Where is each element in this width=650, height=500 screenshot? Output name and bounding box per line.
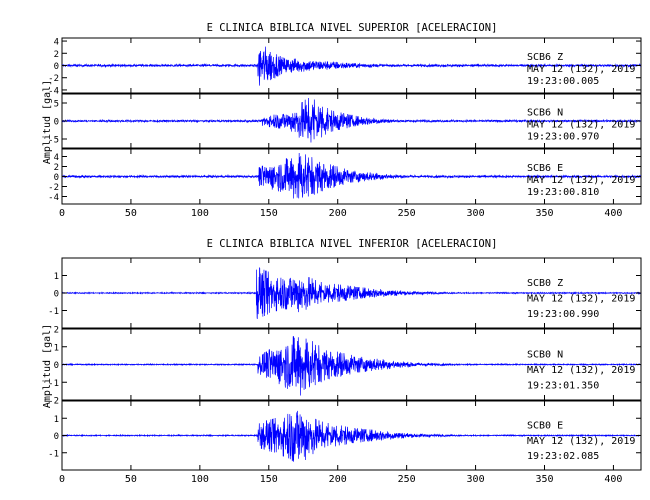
- x-tick-label: 250: [398, 474, 416, 485]
- y-tick-label: -1: [48, 307, 59, 317]
- record-date-label: MAY 12 (132), 2019: [527, 119, 635, 130]
- station-channel-label: SCB0 E: [527, 421, 563, 432]
- seismogram-panel: -2 -1 0 1 2 SCB0 N MAY 12 (132), 2019 19:23:01.…: [48, 326, 642, 407]
- y-tick-label: 0: [54, 118, 59, 128]
- x-tick-label: 200: [329, 474, 347, 485]
- y-tick-label: -1: [48, 379, 59, 389]
- y-tick-label: -5: [48, 136, 59, 146]
- x-tick-label: 400: [604, 208, 622, 219]
- y-tick-label: 0: [54, 290, 59, 300]
- x-tick-label: 300: [467, 474, 485, 485]
- record-time-label: 19:23:00.990: [527, 309, 599, 320]
- y-tick-label: 2: [54, 326, 59, 336]
- station-channel-label: SCB6 N: [527, 108, 563, 119]
- y-tick-label: 0: [54, 173, 59, 183]
- lower-level-figure: E CLINICA BIBLICA NIVEL INFERIOR [ACELER…: [42, 238, 642, 485]
- y-tick-label: 0: [54, 62, 59, 72]
- seismogram-panel: -1 0 1 SCB0 Z MAY 12 (132), 2019 19:23:00.990: [48, 257, 642, 329]
- seismogram-trace: [62, 266, 641, 319]
- y-tick-label: 4: [54, 153, 59, 163]
- y-tick-label: 1: [54, 415, 59, 425]
- station-channel-label: SCB0 N: [527, 349, 563, 360]
- y-tick-label: -4: [48, 86, 59, 96]
- record-time-label: 19:23:00.810: [527, 187, 599, 198]
- y-tick-label: -1: [48, 449, 59, 459]
- x-tick-label: 350: [535, 208, 553, 219]
- record-date-label: MAY 12 (132), 2019: [527, 436, 635, 447]
- y-axis-label: Amplitud [gal]: [42, 80, 53, 164]
- y-tick-label: -2: [48, 74, 59, 84]
- y-tick-label: 1: [54, 343, 59, 353]
- station-channel-label: SCB6 Z: [527, 52, 563, 63]
- y-tick-label: 4: [54, 38, 59, 48]
- x-tick-label: 50: [125, 474, 137, 485]
- record-date-label: MAY 12 (132), 2019: [527, 293, 635, 304]
- x-tick-label: 0: [59, 208, 65, 219]
- station-channel-label: SCB0 Z: [527, 278, 563, 289]
- station-channel-label: SCB6 E: [527, 163, 563, 174]
- seismogram-trace: [62, 46, 641, 86]
- seismogram-trace: [62, 152, 641, 199]
- x-tick-label: 150: [260, 474, 278, 485]
- y-tick-label: 2: [54, 163, 59, 173]
- y-tick-label: -4: [48, 193, 59, 203]
- x-tick-label: 400: [604, 474, 622, 485]
- chart-title: E CLINICA BIBLICA NIVEL INFERIOR [ACELER…: [207, 238, 498, 250]
- y-tick-label: -2: [48, 183, 59, 193]
- x-tick-label: 350: [535, 474, 553, 485]
- y-tick-label: 1: [54, 272, 59, 282]
- x-tick-label: 200: [329, 208, 347, 219]
- x-tick-label: 150: [260, 208, 278, 219]
- y-tick-label: 0: [54, 432, 59, 442]
- x-tick-label: 100: [191, 208, 209, 219]
- record-date-label: MAY 12 (132), 2019: [527, 64, 635, 75]
- y-axis-label: Amplitud [gal]: [42, 324, 53, 408]
- seismogram-trace: [62, 97, 641, 143]
- record-time-label: 19:23:02.085: [527, 451, 599, 462]
- record-time-label: 19:23:00.970: [527, 131, 599, 142]
- seismogram-trace: [62, 336, 641, 396]
- x-tick-label: 250: [398, 208, 416, 219]
- chart-title: E CLINICA BIBLICA NIVEL SUPERIOR [ACELER…: [207, 22, 498, 34]
- record-time-label: 19:23:01.350: [527, 381, 599, 392]
- x-tick-label: 0: [59, 474, 65, 485]
- record-date-label: MAY 12 (132), 2019: [527, 365, 635, 376]
- y-tick-label: 5: [54, 100, 59, 110]
- x-tick-label: 300: [467, 208, 485, 219]
- seismogram-trace: [62, 410, 641, 462]
- y-tick-label: 2: [54, 50, 59, 60]
- y-tick-label: 0: [54, 361, 59, 371]
- x-tick-label: 50: [125, 208, 137, 219]
- seismogram-panel: -1 0 1 SCB0 E MAY 12 (132), 2019 19:23:02.085: [48, 400, 642, 471]
- upper-level-figure: E CLINICA BIBLICA NIVEL SUPERIOR [ACELER…: [42, 22, 642, 219]
- x-tick-label: 100: [191, 474, 209, 485]
- y-tick-label: -2: [48, 397, 59, 407]
- record-date-label: MAY 12 (132), 2019: [527, 175, 635, 186]
- record-time-label: 19:23:00.005: [527, 76, 599, 87]
